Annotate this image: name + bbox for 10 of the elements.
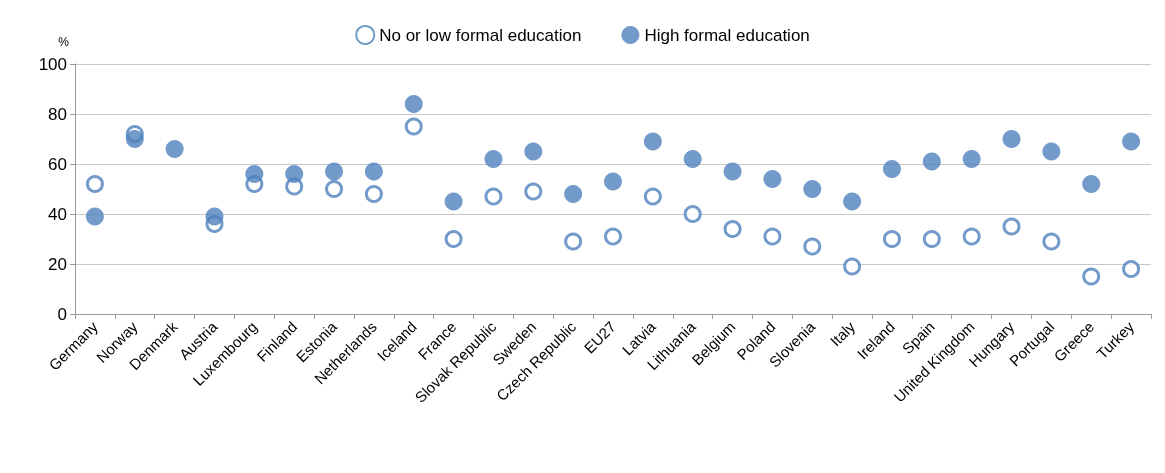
y-tick-label: 20 bbox=[48, 254, 67, 274]
y-tick-label: 40 bbox=[48, 204, 67, 224]
y-tick-label: 80 bbox=[48, 104, 67, 124]
legend-label: No or low formal education bbox=[379, 25, 582, 45]
y-axis-title: % bbox=[58, 35, 70, 49]
y-tick-label: 0 bbox=[57, 304, 67, 324]
legend-label: High formal education bbox=[644, 25, 810, 45]
x-tick-label: Italy bbox=[826, 317, 859, 350]
y-tick-label: 100 bbox=[38, 54, 67, 74]
y-tick-label: 60 bbox=[48, 154, 67, 174]
